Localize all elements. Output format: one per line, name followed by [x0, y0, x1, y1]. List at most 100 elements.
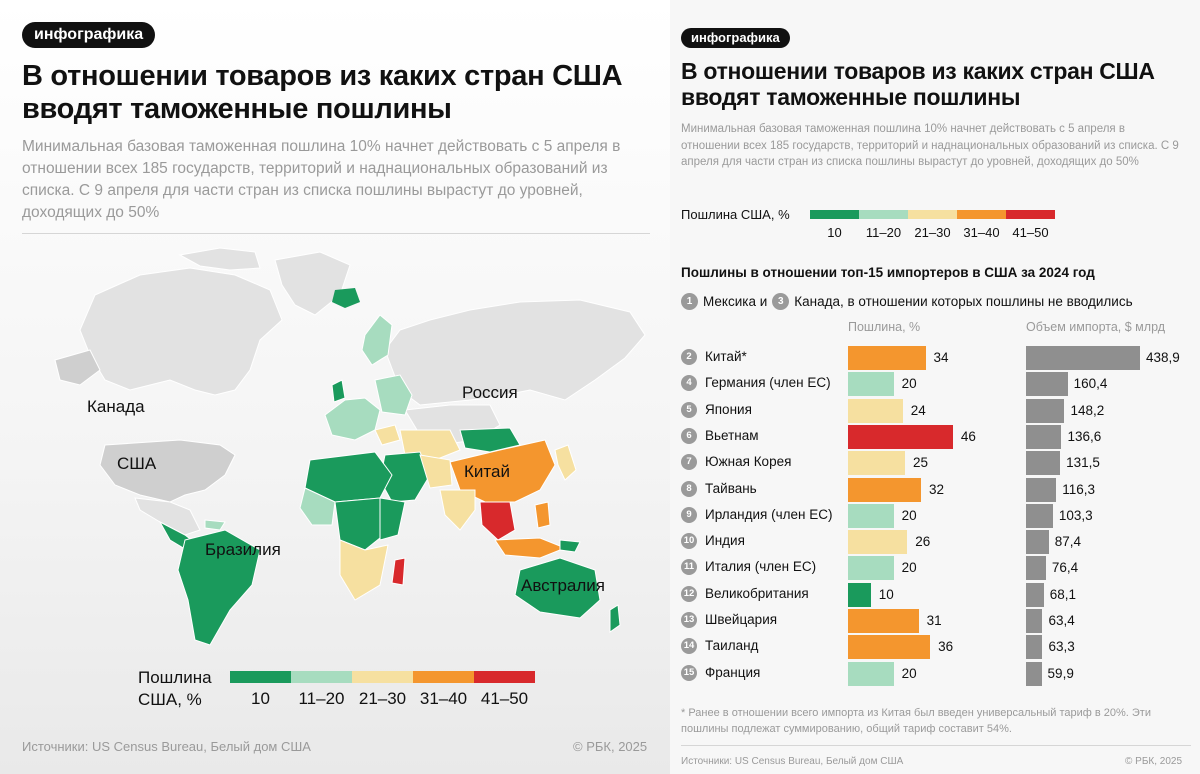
table-row: 2 Китай* 34 438,9 [670, 345, 1200, 371]
country-label: Южная Корея [705, 454, 792, 470]
tariff-bar [848, 346, 926, 370]
map-philippines [534, 501, 551, 529]
rank-badge: 2 [681, 349, 697, 365]
tariff-value: 36 [938, 639, 954, 655]
rank-badge: 6 [681, 427, 697, 444]
copyright: © РБК, 2025 [573, 739, 648, 754]
import-value: 87,4 [1054, 534, 1081, 550]
map-alaska [54, 349, 101, 386]
tariff-bar [848, 530, 908, 555]
infographic-badge: инфографика [22, 22, 156, 48]
subtitle: Минимальная базовая таможенная пошлина 1… [681, 123, 1179, 168]
legend-swatch [230, 671, 291, 683]
map-label-australia: Австралия [521, 576, 605, 595]
legend-label: 21–30 [914, 225, 951, 240]
tariff-value: 31 [926, 613, 942, 628]
map-west-africa [299, 487, 336, 526]
tariff-bar [848, 556, 894, 581]
import-value: 136,6 [1067, 428, 1102, 444]
map-western-europe [324, 397, 381, 441]
import-bar [1026, 609, 1043, 633]
legend-swatch [908, 210, 957, 219]
legend-label: 21–30 [358, 689, 407, 708]
legend-swatch [352, 671, 413, 683]
tariff-value: 20 [901, 665, 917, 681]
map-balkans [374, 424, 401, 446]
legend-label: 41–50 [1012, 225, 1049, 240]
table-row: 12 Великобритания 10 68,1 [670, 582, 1200, 608]
tariff-value: 32 [928, 481, 944, 497]
map-indonesia [494, 537, 567, 559]
map-caribbean [204, 519, 226, 531]
tariff-value: 25 [913, 455, 929, 471]
sources: Источники: US Census Bureau, Белый дом С… [22, 739, 311, 754]
page-title: В отношении товаров из каких стран США в… [22, 60, 623, 125]
page-title: В отношении товаров из каких стран США в… [681, 58, 1155, 110]
table-row: 10 Индия 26 87,4 [670, 529, 1200, 555]
table-row: 5 Япония 24 148,2 [670, 398, 1200, 424]
map-india [439, 489, 476, 531]
map-png [559, 539, 581, 553]
import-value: 59,9 [1047, 665, 1074, 681]
legend-title: Пошлина США, % [681, 207, 790, 222]
world-tariff-map [54, 247, 646, 646]
legend-swatch [859, 210, 908, 219]
tariff-bar [848, 372, 894, 397]
import-bar [1026, 635, 1043, 660]
country-label: Япония [705, 401, 752, 417]
tariff-bar [848, 398, 903, 423]
tariff-bar [848, 609, 919, 633]
tariff-bar [848, 582, 871, 607]
import-bar [1026, 372, 1068, 397]
import-value: 63,3 [1048, 639, 1075, 655]
rank-badge: 7 [681, 454, 697, 471]
note-text: Канада, в отношении которых пошлины не в… [794, 294, 1133, 309]
rank-badge: 5 [681, 401, 697, 418]
map-eastern-europe [374, 374, 413, 416]
map-korea-japan [554, 444, 577, 481]
legend-label: 11–20 [298, 689, 345, 708]
legend-title-line2: США, % [138, 690, 202, 709]
tariff-value: 20 [901, 560, 917, 576]
map-southeast-asia [479, 501, 516, 541]
map-north-america [79, 267, 283, 396]
map-uk [331, 379, 346, 403]
column-header-tariff: Пошлина, % [848, 320, 921, 334]
country-label: Ирландия (член ЕС) [705, 506, 833, 522]
table-row: 6 Вьетнам 46 136,6 [670, 424, 1200, 450]
tariff-bar [848, 477, 921, 502]
map-greenland [274, 251, 351, 316]
rank-badge: 15 [681, 664, 697, 681]
country-label: Германия (член ЕС) [705, 375, 831, 391]
country-label: Таиланд [705, 638, 759, 654]
map-mexico [134, 497, 201, 536]
map-russia [384, 299, 646, 406]
country-label: Великобритания [705, 585, 809, 601]
table-row: 14 Таиланд 36 63,3 [670, 634, 1200, 660]
map-iceland [332, 288, 360, 308]
infographic-badge: инфографика [681, 28, 790, 48]
legend-swatch [474, 671, 535, 683]
tariff-bar [848, 424, 953, 449]
legend-title-line1: Пошлина [138, 668, 212, 687]
import-bar [1026, 346, 1140, 370]
import-value: 160,4 [1073, 376, 1108, 392]
country-label: Индия [705, 533, 745, 549]
import-bar [1026, 530, 1049, 555]
tariff-value: 20 [901, 507, 917, 523]
rank-badge: 9 [681, 506, 697, 523]
section-title: Пошлины в отношении топ-15 импортеров в … [681, 265, 1095, 280]
map-south-africa [339, 539, 389, 601]
legend-swatch [413, 671, 474, 683]
country-label: Китай* [705, 349, 747, 364]
country-label: Швейцария [705, 612, 778, 627]
rank-badge: 12 [681, 585, 697, 602]
rank-badge: 1 [681, 293, 698, 310]
tariff-value: 26 [915, 534, 931, 550]
country-label: Вьетнам [705, 427, 759, 443]
tariff-value: 34 [933, 350, 949, 365]
import-value: 438,9 [1146, 350, 1180, 365]
map-scandinavia [361, 314, 393, 366]
import-value: 103,3 [1058, 507, 1093, 523]
map-new-zealand [609, 604, 621, 633]
